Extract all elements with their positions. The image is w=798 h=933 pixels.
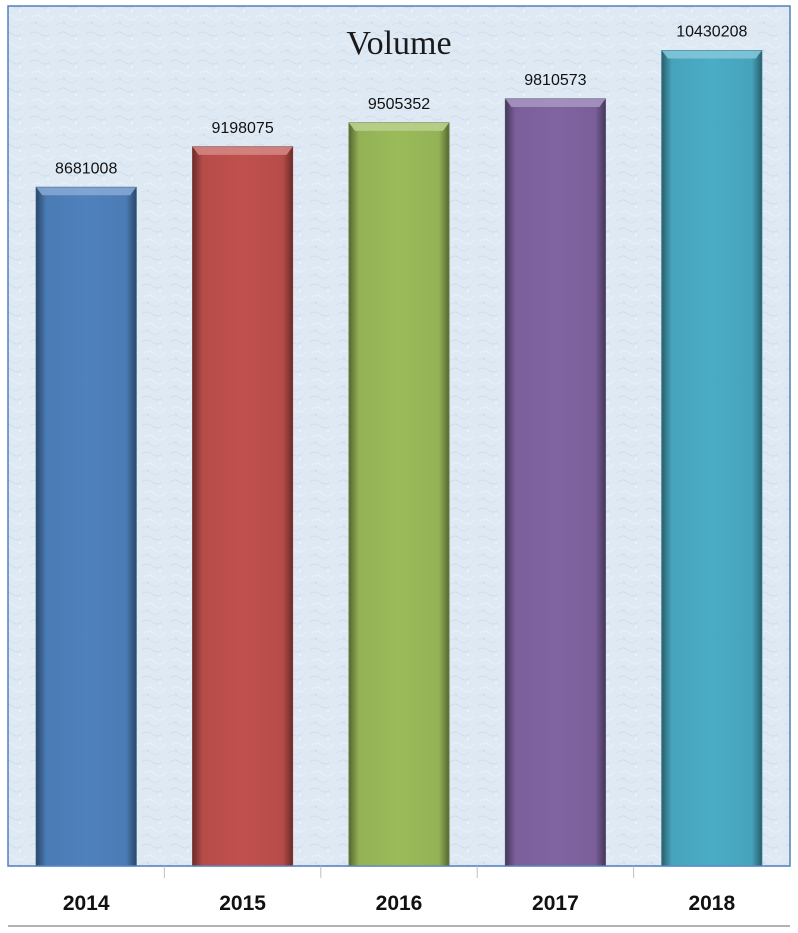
category-label-2014: 2014 xyxy=(63,892,110,915)
value-label-2017: 9810573 xyxy=(524,72,586,89)
chart-title: Volume xyxy=(346,25,451,62)
value-label-2014: 8681008 xyxy=(55,160,117,177)
category-label-2015: 2015 xyxy=(219,892,266,915)
bar-2014 xyxy=(35,186,137,867)
bar-2018 xyxy=(661,50,763,867)
value-label-2015: 9198075 xyxy=(211,120,273,137)
bar-top-bevel xyxy=(661,50,762,59)
bar-top-bevel xyxy=(36,187,137,196)
category-label-2018: 2018 xyxy=(688,892,735,915)
category-label-2017: 2017 xyxy=(532,892,579,915)
value-label-2016: 9505352 xyxy=(368,96,430,113)
bar-2017 xyxy=(504,98,606,867)
bar-top-bevel xyxy=(349,122,449,131)
bar-top-bevel xyxy=(505,98,606,107)
bar-2015 xyxy=(192,146,294,867)
category-label-2016: 2016 xyxy=(376,892,423,915)
bar-2016 xyxy=(348,122,450,867)
bar-top-bevel xyxy=(192,146,293,155)
value-label-2018: 10430208 xyxy=(676,24,747,41)
